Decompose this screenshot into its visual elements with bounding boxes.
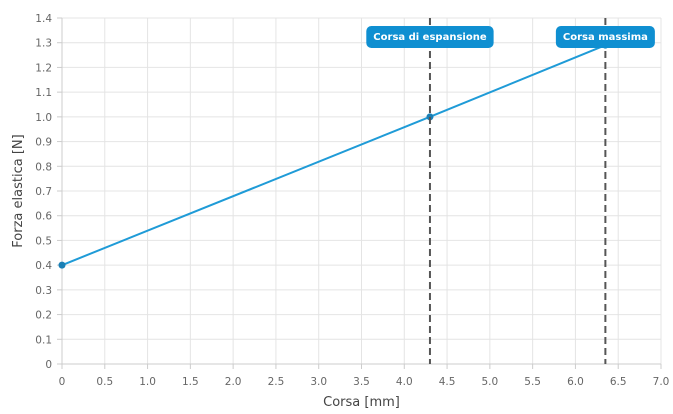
grid-lines (61, 17, 662, 365)
x-tick-label: 0 (59, 376, 66, 388)
x-tick-label: 6.5 (610, 376, 627, 388)
annotation-box (555, 26, 655, 48)
x-tick-label: 4.5 (439, 376, 456, 388)
y-tick-label: 0 (45, 359, 52, 371)
y-tick-label: 1.4 (35, 13, 52, 25)
y-tick-label: 0.7 (35, 186, 52, 198)
x-tick-label: 2.0 (225, 376, 242, 388)
x-tick-label: 5.5 (524, 376, 541, 388)
x-tick-label: 6.0 (567, 376, 584, 388)
y-tick-label: 0.1 (35, 334, 52, 346)
annotation-label: Corsa di espansione (373, 32, 487, 43)
y-tick-label: 0.4 (35, 260, 52, 272)
y-tick-label: 0.2 (35, 310, 52, 322)
y-tick-label: 0.6 (35, 211, 52, 223)
x-tick-label: 7.0 (653, 376, 670, 388)
x-tick-label: 1.5 (182, 376, 199, 388)
y-axis-label: Forza elastica [N] (11, 134, 26, 247)
x-tick-label: 0.5 (96, 376, 113, 388)
series-layer (58, 41, 609, 269)
y-tick-label: 1.0 (35, 112, 52, 124)
y-tick-label: 0.3 (35, 285, 52, 297)
data-point (426, 113, 434, 121)
x-tick-label: 2.5 (268, 376, 285, 388)
annotation-label: Corsa massima (563, 32, 648, 43)
y-tick-label: 0.8 (35, 161, 52, 173)
series-line (61, 44, 606, 267)
annotations-layer: Corsa di espansione Corsa massima (366, 18, 655, 364)
x-tick-label: 4.0 (396, 376, 413, 388)
x-tick-label: 1.0 (139, 376, 156, 388)
x-tick-label: 3.0 (310, 376, 327, 388)
y-tick-label: 1.3 (35, 38, 52, 50)
x-axis-label: Corsa [mm] (323, 395, 400, 410)
annotation-box (366, 26, 494, 48)
x-tick-label: 5.0 (482, 376, 499, 388)
x-tick-label: 3.5 (353, 376, 370, 388)
y-tick-label: 1.2 (35, 62, 52, 74)
y-tick-label: 0.9 (35, 137, 52, 149)
x-axis-ticks: 0 0.5 1.0 1.5 2.0 2.5 3.0 3.5 4.0 4.5 5.0 5.5 6.0 6.5… (59, 364, 670, 388)
y-tick-label: 0.5 (35, 235, 52, 247)
y-tick-label: 1.1 (35, 87, 52, 99)
data-point (58, 261, 66, 269)
y-axis-ticks: 0 0.1 0.2 0.3 0.4 0.5 0.6 0.7 0.8 0.9 1.0 1.1 1.2 1.3… (35, 13, 62, 371)
